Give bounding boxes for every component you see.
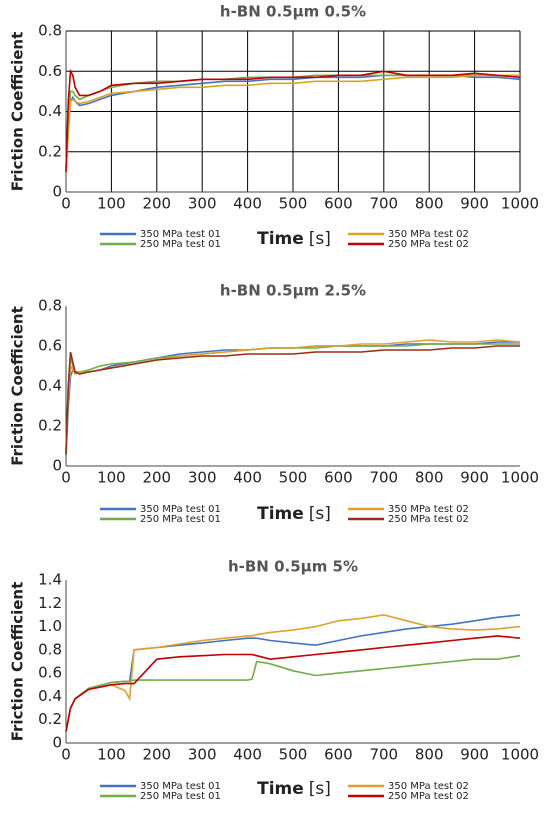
y-tick-label: 0.8: [38, 640, 62, 658]
legend-label: 350 MPa test 01: [140, 781, 221, 792]
x-axis-label: Time: [257, 504, 304, 524]
legend-label: 350 MPa test 02: [388, 781, 469, 792]
legend-label: 250 MPa test 02: [388, 514, 469, 525]
x-axis-label: Time: [257, 779, 304, 799]
series-line: [65, 614, 521, 732]
series-line: [65, 654, 521, 732]
x-tick-label: 600: [324, 469, 353, 487]
x-axis-unit: [s]: [309, 504, 331, 524]
y-axis-title: Friction Coefficient: [9, 32, 27, 192]
x-tick-label: 100: [97, 469, 126, 487]
x-tick-label: 300: [188, 469, 217, 487]
series-line: [65, 635, 521, 732]
y-tick-label: 0.2: [38, 417, 62, 435]
x-tick-label: 1000: [501, 195, 539, 213]
y-axis-title: Friction Coefficient: [9, 582, 27, 742]
x-tick-label: 100: [97, 746, 126, 764]
legend-label: 350 MPa test 02: [388, 229, 469, 240]
y-tick-label: 1.0: [38, 617, 62, 635]
series-line: [65, 341, 520, 457]
x-tick-label: 0: [61, 746, 71, 764]
y-tick-label: 0.4: [38, 102, 62, 120]
x-tick-label: 200: [142, 469, 171, 487]
x-tick-label: 0: [61, 469, 71, 487]
y-tick-label: 0.6: [38, 62, 62, 80]
legend-label: 250 MPa test 02: [388, 239, 469, 250]
x-tick-label: 400: [233, 746, 262, 764]
y-tick-label: 0: [52, 457, 62, 475]
x-axis-unit: [s]: [309, 229, 331, 249]
legend-label: 350 MPa test 02: [388, 504, 469, 515]
x-axis-unit: [s]: [309, 779, 331, 799]
x-tick-label: 200: [142, 195, 171, 213]
x-tick-label: 100: [97, 195, 126, 213]
x-tick-label: 700: [369, 469, 398, 487]
series-line: [65, 74, 520, 172]
x-tick-label: 0: [61, 195, 71, 213]
legend-label: 350 MPa test 01: [140, 504, 221, 515]
x-tick-label: 200: [142, 746, 171, 764]
y-tick-label: 0.6: [38, 664, 62, 682]
x-tick-label: 800: [415, 746, 444, 764]
y-tick-label: 0.2: [38, 142, 62, 160]
y-tick-label: 1.4: [38, 571, 62, 589]
legend-label: 250 MPa test 01: [140, 791, 221, 802]
y-tick-label: 1.2: [38, 594, 62, 612]
x-tick-label: 1000: [501, 746, 539, 764]
chart: h-BN 0.5µm 2.5% Friction Coefficient 0 0.2 0…: [9, 282, 540, 526]
x-tick-label: 500: [279, 469, 308, 487]
chart-title: h-BN 0.5µm 2.5%: [220, 282, 366, 300]
x-tick-label: 900: [460, 746, 489, 764]
x-tick-label: 300: [188, 746, 217, 764]
y-tick-label: 0.8: [38, 22, 62, 40]
series-line: [65, 339, 521, 455]
series-line: [65, 68, 521, 172]
legend-label: 250 MPa test 01: [140, 239, 221, 250]
series-line: [65, 343, 520, 451]
series-line: [65, 614, 521, 732]
y-axis-title: Friction Coefficient: [9, 306, 27, 466]
x-tick-label: 300: [188, 195, 217, 213]
chart-title: h-BN 0.5µm 0.5%: [220, 3, 366, 21]
x-axis-title: Time [s]: [257, 504, 331, 524]
x-axis-title: Time [s]: [257, 229, 331, 249]
y-tick-label: 0.8: [38, 297, 62, 315]
x-tick-label: 800: [415, 195, 444, 213]
chart: h-BN 0.5µm 5% Friction Coefficient 0 0.2 0.4…: [9, 558, 540, 803]
x-tick-label: 500: [279, 195, 308, 213]
x-tick-label: 1000: [501, 469, 539, 487]
y-tick-label: 0.4: [38, 377, 62, 395]
legend-label: 250 MPa test 01: [140, 514, 221, 525]
x-axis-label: Time: [257, 229, 304, 249]
legend-label: 350 MPa test 01: [140, 229, 221, 240]
chart: h-BN 0.5µm 0.5% Friction Coefficient 0 0.2 0…: [9, 3, 540, 251]
x-tick-label: 700: [369, 746, 398, 764]
series-line: [65, 345, 520, 455]
x-tick-label: 900: [460, 469, 489, 487]
x-axis-title: Time [s]: [257, 779, 331, 799]
legend-label: 250 MPa test 02: [388, 791, 469, 802]
y-tick-label: 0.2: [38, 710, 62, 728]
x-tick-label: 900: [460, 195, 489, 213]
x-tick-label: 700: [369, 195, 398, 213]
x-tick-label: 800: [415, 469, 444, 487]
x-tick-label: 500: [279, 746, 308, 764]
x-tick-label: 600: [324, 746, 353, 764]
x-tick-label: 600: [324, 195, 353, 213]
x-tick-label: 400: [233, 469, 262, 487]
x-tick-label: 400: [233, 195, 262, 213]
y-tick-label: 0: [52, 734, 62, 752]
y-tick-label: 0: [52, 183, 62, 201]
chart-title: h-BN 0.5µm 5%: [228, 558, 358, 576]
y-tick-label: 0.4: [38, 687, 62, 705]
y-tick-label: 0.6: [38, 337, 62, 355]
